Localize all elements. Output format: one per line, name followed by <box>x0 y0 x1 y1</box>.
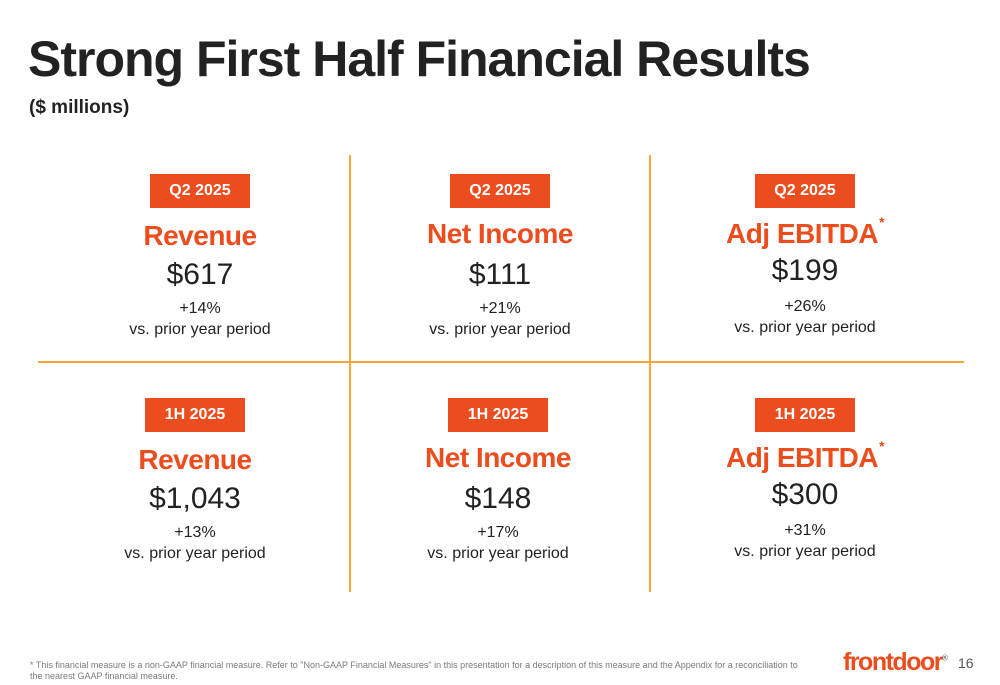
metric-change: +14% <box>179 300 221 317</box>
metric-label: Revenue <box>50 220 350 252</box>
metric-comparison: vs. prior year period <box>129 321 271 338</box>
slide-subtitle: ($ millions) <box>29 97 130 118</box>
kpi-card-h1-adj-ebitda: 1H 2025 Adj EBITDA* $300 +31% vs. prior … <box>655 398 955 561</box>
metric-label: Net Income <box>350 218 650 250</box>
metric-change: +21% <box>479 300 521 317</box>
metric-value: $148 <box>464 482 532 515</box>
metric-comparison: vs. prior year period <box>734 319 876 336</box>
metric-name: Adj EBITDA <box>725 442 879 473</box>
metric-comparison: vs. prior year period <box>427 545 569 562</box>
footnote-asterisk: * <box>879 214 885 230</box>
frontdoor-logo: frontdoor® <box>843 648 948 677</box>
metric-change: +26% <box>784 298 826 315</box>
metric-name: Revenue <box>143 220 257 251</box>
metric-value: $300 <box>771 478 839 511</box>
period-badge: Q2 2025 <box>755 174 855 208</box>
kpi-card-q2-adj-ebitda: Q2 2025 Adj EBITDA* $199 +26% vs. prior … <box>655 174 955 337</box>
metric-value: $617 <box>166 258 234 291</box>
metric-value: $1,043 <box>149 482 241 515</box>
period-badge: 1H 2025 <box>145 398 245 432</box>
period-badge: Q2 2025 <box>150 174 250 208</box>
footnote-asterisk: * <box>879 438 885 454</box>
kpi-card-h1-net-income: 1H 2025 Net Income $148 +17% vs. prior y… <box>348 398 648 563</box>
kpi-card-q2-revenue: Q2 2025 Revenue $617 +14% vs. prior year… <box>50 174 350 339</box>
footnote: * This financial measure is a non-GAAP f… <box>30 660 798 681</box>
metric-change: +13% <box>174 524 216 541</box>
metric-name: Adj EBITDA <box>725 218 879 249</box>
page-number: 16 <box>958 655 974 671</box>
period-badge: Q2 2025 <box>450 174 550 208</box>
metric-label: Adj EBITDA* <box>655 438 955 474</box>
kpi-card-q2-net-income: Q2 2025 Net Income $111 +21% vs. prior y… <box>350 174 650 339</box>
metric-change: +31% <box>784 522 826 539</box>
metric-name: Revenue <box>138 444 252 475</box>
slide-title: Strong First Half Financial Results <box>28 31 811 87</box>
metric-label: Revenue <box>45 444 345 476</box>
metric-label: Net Income <box>348 442 648 474</box>
period-badge: 1H 2025 <box>755 398 855 432</box>
grid-divider-middle <box>38 361 964 363</box>
metric-comparison: vs. prior year period <box>124 545 266 562</box>
metric-change: +17% <box>477 524 519 541</box>
metric-value: $199 <box>771 254 839 287</box>
metric-value: $111 <box>468 258 532 291</box>
grid-divider-left <box>349 155 351 592</box>
grid-divider-right <box>649 155 651 592</box>
metric-comparison: vs. prior year period <box>734 543 876 560</box>
period-badge: 1H 2025 <box>448 398 548 432</box>
logo-wordmark: frontdoor <box>843 648 943 676</box>
metric-label: Adj EBITDA* <box>655 214 955 250</box>
metric-name: Net Income <box>425 442 571 473</box>
kpi-card-h1-revenue: 1H 2025 Revenue $1,043 +13% vs. prior ye… <box>45 398 345 563</box>
metric-name: Net Income <box>427 218 573 249</box>
metric-comparison: vs. prior year period <box>429 321 571 338</box>
logo-trademark: ® <box>941 653 948 663</box>
